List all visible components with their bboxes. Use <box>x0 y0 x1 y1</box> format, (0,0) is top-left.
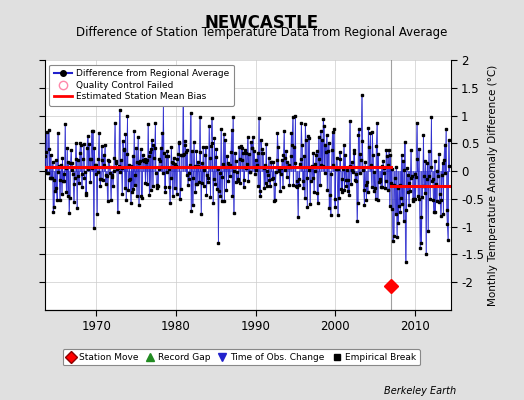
Y-axis label: Monthly Temperature Anomaly Difference (°C): Monthly Temperature Anomaly Difference (… <box>488 64 498 306</box>
Text: Berkeley Earth: Berkeley Earth <box>384 386 456 396</box>
Legend: Station Move, Record Gap, Time of Obs. Change, Empirical Break: Station Move, Record Gap, Time of Obs. C… <box>62 349 420 366</box>
Text: NEWCASTLE: NEWCASTLE <box>205 14 319 32</box>
Legend: Difference from Regional Average, Quality Control Failed, Estimated Station Mean: Difference from Regional Average, Qualit… <box>49 64 234 106</box>
Text: Difference of Station Temperature Data from Regional Average: Difference of Station Temperature Data f… <box>77 26 447 39</box>
